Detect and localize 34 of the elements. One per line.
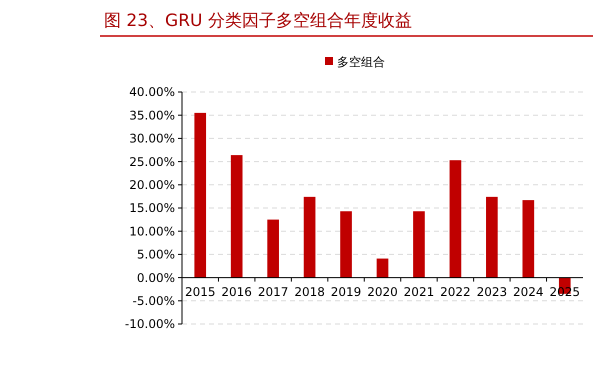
bar [267, 220, 279, 278]
x-tick-label: 2017 [258, 284, 288, 299]
bar [376, 258, 388, 278]
x-tick-label: 2018 [294, 284, 325, 299]
x-tick-label: 2022 [440, 284, 471, 299]
bar [194, 112, 206, 278]
y-tick-label: 40.00% [129, 85, 175, 100]
y-tick-label: 5.00% [136, 248, 175, 262]
legend-label: 多空组合 [337, 55, 385, 70]
bar [450, 160, 462, 278]
bar [486, 196, 498, 278]
chart-title: 图 23、GRU 分类因子多空组合年度收益 [104, 11, 412, 31]
x-tick-label: 2016 [221, 284, 252, 299]
x-tick-label: 2021 [404, 284, 434, 299]
y-tick-label: 35.00% [129, 108, 175, 122]
y-tick-label: -5.00% [132, 294, 175, 308]
bar [413, 211, 425, 278]
y-tick-label: 10.00% [129, 224, 175, 238]
bar [304, 196, 316, 278]
y-tick-label: 20.00% [129, 178, 175, 192]
y-tick-label: 25.00% [129, 154, 175, 169]
x-tick-label: 2019 [330, 284, 362, 299]
y-tick-label: 15.00% [129, 201, 175, 216]
x-tick-label: 2020 [367, 284, 398, 299]
x-tick-label: 2024 [513, 284, 544, 299]
bar [522, 200, 534, 278]
y-tick-label: 30.00% [129, 132, 175, 146]
y-tick-label: 0.00% [136, 270, 175, 285]
x-tick-label: 2015 [184, 284, 216, 299]
bar [230, 155, 243, 278]
x-tick-label: 2023 [476, 284, 508, 299]
y-tick-label: -10.00% [124, 317, 175, 332]
bar [340, 211, 352, 278]
x-tick-label: 2025 [550, 284, 580, 299]
